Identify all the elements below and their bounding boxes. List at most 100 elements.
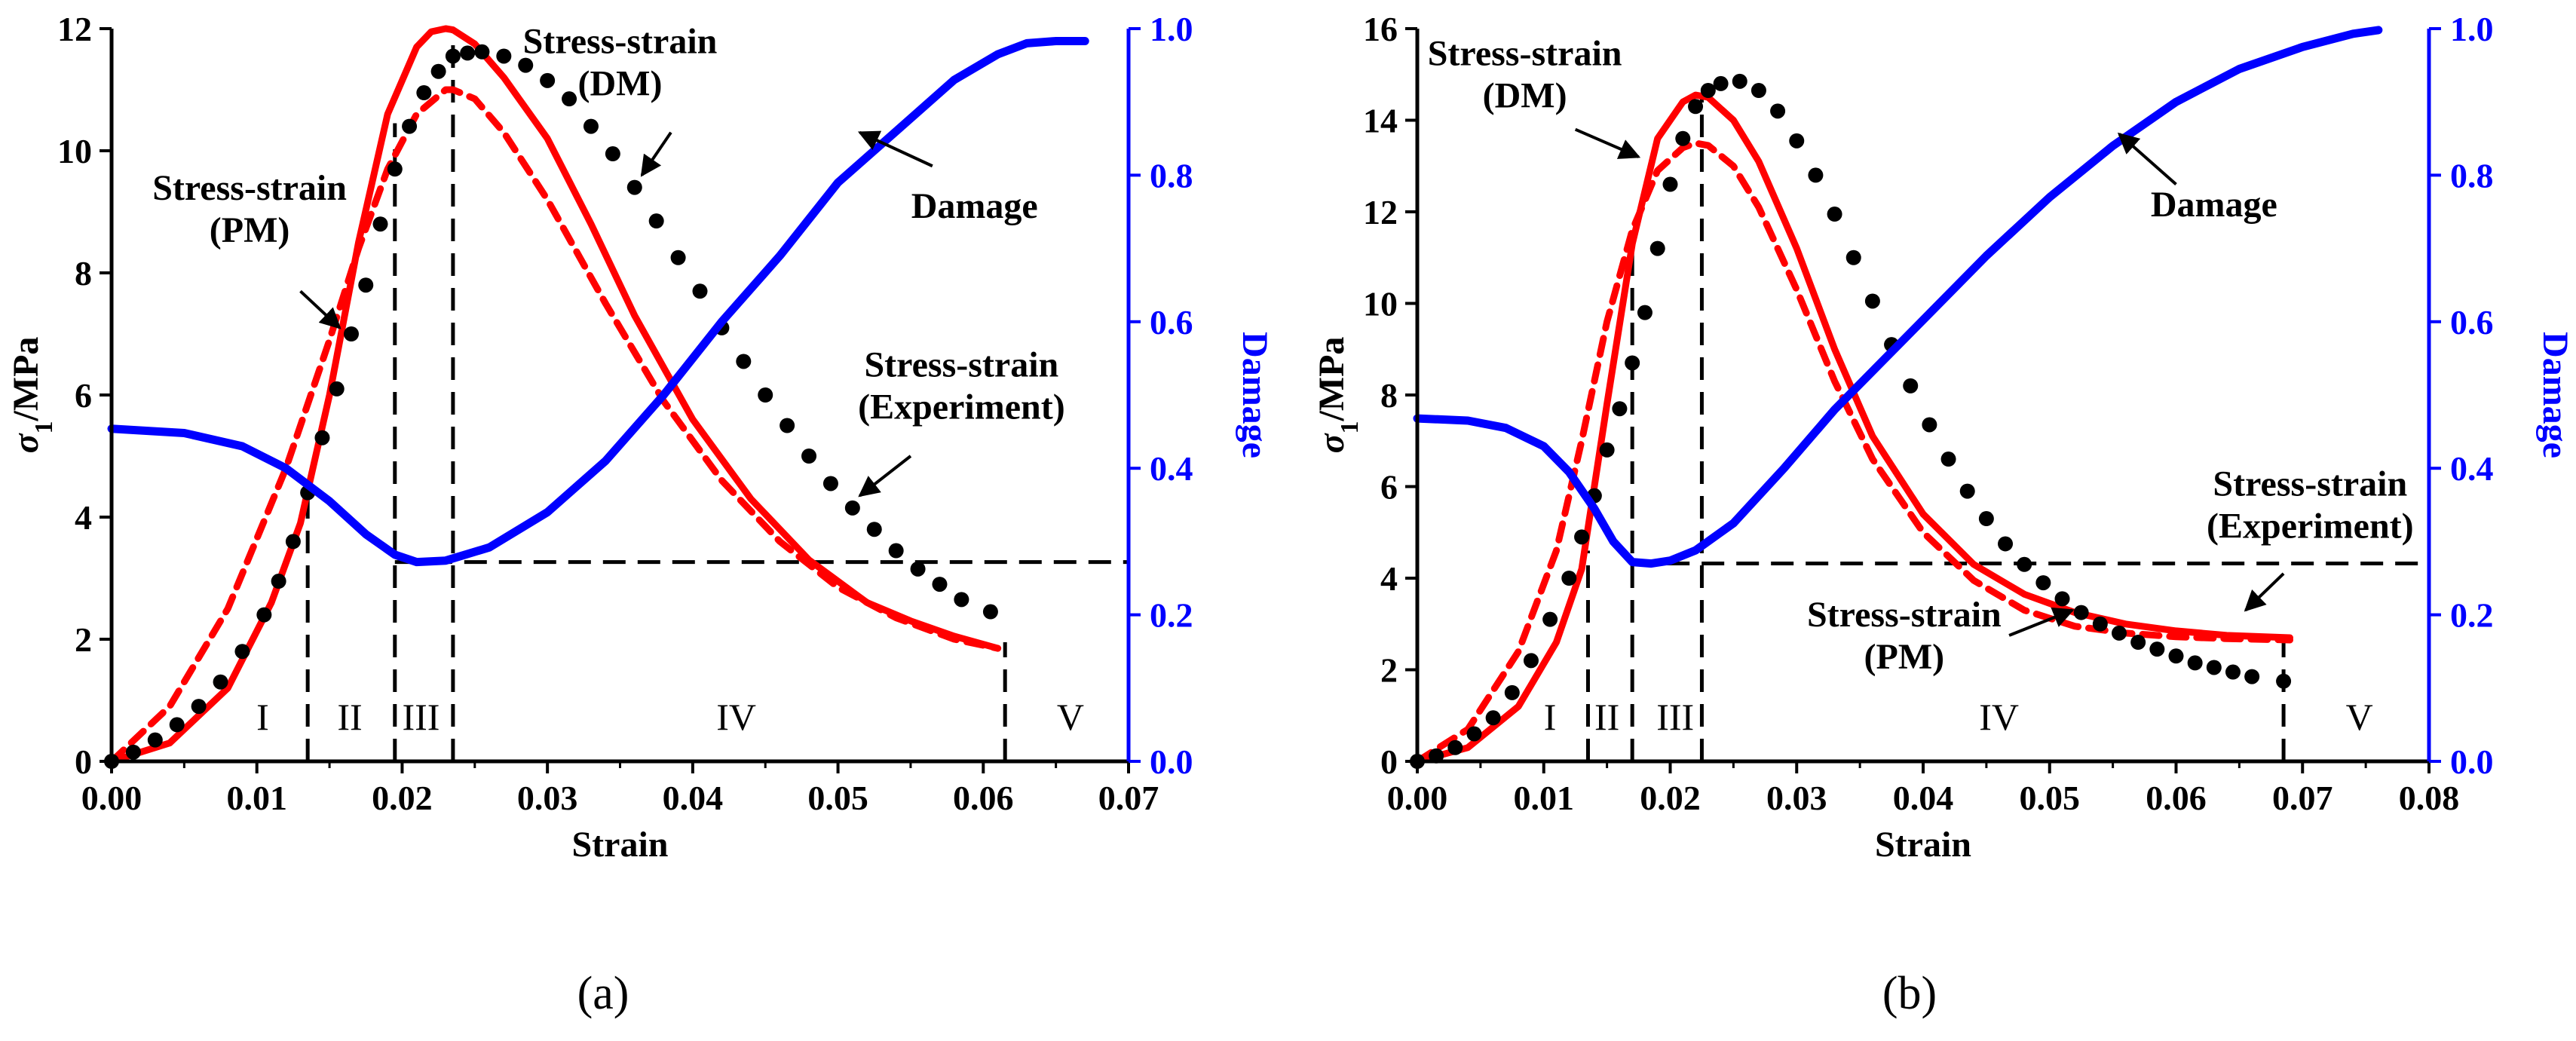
- y-tick-label: 12: [57, 10, 92, 48]
- y-axis-title-subscript: 1: [1336, 421, 1364, 434]
- experiment-data-point: [1447, 739, 1463, 755]
- pm-model-series-line: [1414, 139, 2293, 765]
- y-tick-label: 8: [75, 254, 92, 292]
- experiment-data-point: [2092, 616, 2108, 632]
- experiment-data-point: [1998, 536, 2014, 552]
- experiment-data-point: [692, 283, 708, 299]
- experiment-data-point: [758, 387, 773, 403]
- y-axis-title-text: σ1/MPa: [6, 337, 58, 454]
- experiment-data-point: [866, 522, 882, 537]
- x-tick-label: 0.05: [2020, 779, 2081, 817]
- x-axis-title: Strain: [571, 825, 668, 865]
- experiment-data-point: [670, 250, 686, 265]
- y-tick-label: 0: [1380, 742, 1398, 781]
- stage-label: V: [1057, 696, 1084, 738]
- experiment-data-point: [1561, 571, 1577, 586]
- experiment-data-point: [648, 213, 664, 229]
- experiment-data-point: [822, 476, 838, 491]
- y-axis-title-symbol: σ: [1312, 433, 1352, 453]
- y-axis-title: σ1/MPa: [6, 337, 58, 454]
- experiment-data-point: [387, 161, 403, 177]
- chart-panel-b: 0.00 0.01 0.02 0.03 0.04 0.05 0.06 0.07 0.080246…: [1312, 10, 2575, 1019]
- experiment-data-point: [2035, 575, 2051, 591]
- y-axis-title-symbol: σ: [6, 433, 46, 453]
- x-tick-label: 0.02: [372, 779, 433, 817]
- experiment-data-point: [1978, 511, 1994, 527]
- annotation-text: (DM): [578, 63, 663, 103]
- annotation-arrow: [2117, 132, 2177, 186]
- experiment-data-point: [372, 216, 388, 232]
- experiment-data-point: [343, 326, 359, 341]
- x-tick-label: 0.03: [517, 779, 578, 817]
- experiment-data-point: [1542, 611, 1558, 627]
- y2-axis-title-text: Damage: [2535, 332, 2575, 458]
- x-tick-label: 0.05: [807, 779, 868, 817]
- experiment-data-point: [1940, 452, 1956, 467]
- annotation-text: Damage: [2151, 185, 2277, 225]
- x-tick-label: 0.07: [1098, 779, 1159, 817]
- x-tick-label: 0.01: [1514, 779, 1575, 817]
- experiment-data-point: [1466, 726, 1482, 742]
- experiment-data-point: [2054, 591, 2070, 607]
- experiment-data-point: [1599, 442, 1615, 458]
- experiment-data-point: [2276, 673, 2292, 689]
- panel-label: (a): [577, 968, 629, 1019]
- experiment-data-point: [285, 534, 301, 550]
- y2-tick-label: 0.8: [2450, 156, 2494, 194]
- experiment-data-point: [474, 44, 490, 60]
- y-tick-label: 8: [1380, 376, 1398, 415]
- damage-series-line: [1413, 26, 2383, 568]
- y-tick-label: 12: [1363, 193, 1398, 231]
- y-tick-label: 4: [1380, 559, 1398, 598]
- x-tick-label: 0.04: [663, 779, 724, 817]
- experiment-data-point: [1903, 378, 1919, 393]
- annotation-text: Stress-strain: [1428, 34, 1622, 74]
- experiment-data-point: [2149, 641, 2165, 657]
- annotation-arrow: [857, 130, 933, 168]
- experiment-data-point: [1864, 293, 1880, 309]
- y2-axis-title: Damage: [2535, 332, 2575, 458]
- experiment-data-point: [445, 48, 461, 64]
- y2-tick-label: 0.0: [1150, 742, 1193, 781]
- y2-tick-label: 1.0: [2450, 10, 2494, 48]
- x-axis-title: Strain: [1875, 825, 1971, 865]
- experiment-data-point: [888, 543, 904, 559]
- experiment-data-point: [982, 604, 998, 620]
- experiment-data-point: [1625, 355, 1640, 371]
- experiment-data-point: [1751, 83, 1766, 99]
- experiment-data-point: [2244, 669, 2260, 684]
- y-tick-label: 10: [1363, 285, 1398, 323]
- experiment-data-point: [562, 91, 577, 107]
- stage-label: V: [2346, 696, 2373, 738]
- y2-tick-label: 0.8: [1150, 156, 1193, 194]
- experiment-data-point: [1827, 207, 1842, 222]
- annotation-text: Stress-strain: [2213, 464, 2407, 504]
- y2-axis-title-text: Damage: [1235, 332, 1275, 458]
- experiment-data-point: [191, 699, 207, 715]
- y-tick-label: 16: [1363, 10, 1398, 48]
- chart-panel-a: 0.00 0.01 0.02 0.03 0.04 0.05 0.06 0.0702468101…: [6, 10, 1275, 1019]
- annotation-arrow: [1574, 127, 1641, 159]
- x-tick-label: 0.07: [2272, 779, 2333, 817]
- y-axis-title-unit: /MPa: [1312, 337, 1352, 422]
- experiment-data-point: [1922, 417, 1937, 433]
- experiment-data-point: [780, 418, 795, 433]
- x-tick-label: 0.01: [226, 779, 287, 817]
- y-axis-title-unit: /MPa: [6, 337, 46, 422]
- y-axis-title: σ1/MPa: [1312, 337, 1364, 454]
- experiment-data-point: [1700, 83, 1716, 99]
- annotation-arrow: [640, 131, 672, 177]
- y-tick-label: 2: [75, 620, 92, 659]
- experiment-data-point: [2073, 605, 2089, 620]
- y-axis-title-text: σ1/MPa: [1312, 337, 1364, 454]
- experiment-data-point: [2168, 648, 2184, 664]
- experiment-data-point: [460, 45, 476, 61]
- y-tick-label: 4: [75, 498, 92, 537]
- experiment-data-point: [1808, 167, 1824, 183]
- experiment-data-point: [234, 644, 250, 660]
- experiment-data-point: [954, 592, 969, 608]
- experiment-data-point: [1612, 401, 1628, 417]
- annotation-text: Stress-strain: [1807, 595, 2002, 635]
- stage-label: II: [337, 696, 362, 738]
